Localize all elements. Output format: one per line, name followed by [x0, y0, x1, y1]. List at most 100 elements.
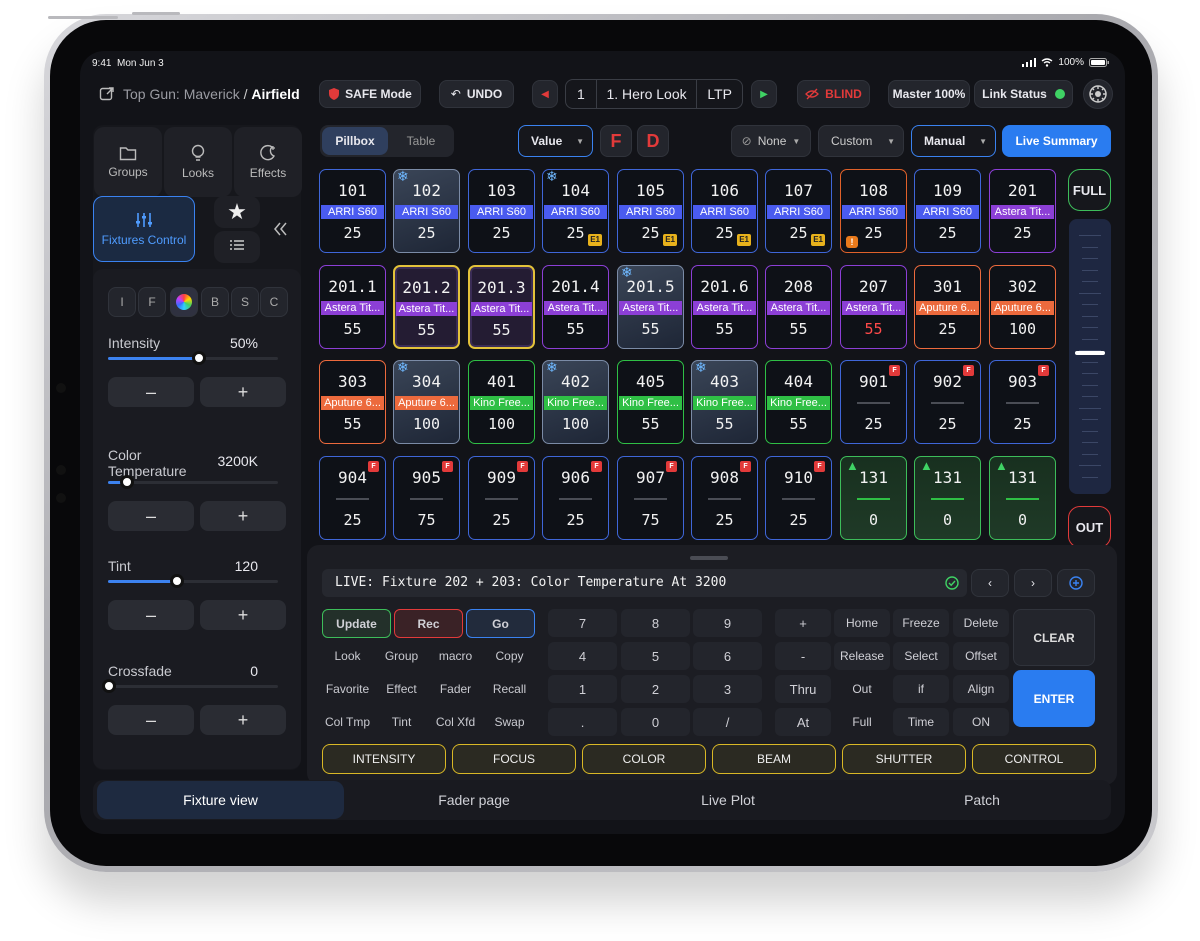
increment-button[interactable]: + [200, 377, 286, 407]
key-time[interactable]: Time [893, 708, 949, 736]
param-slider-knob[interactable] [102, 679, 116, 693]
d-filter-button[interactable]: D [637, 125, 669, 157]
param-slider-track[interactable] [108, 580, 278, 583]
fixture-tile[interactable]: 904 25 F [319, 456, 386, 540]
fixtures-control-tab[interactable]: Fixtures Control [93, 196, 195, 262]
key-at[interactable]: At [775, 708, 831, 736]
key-delete[interactable]: Delete [953, 609, 1009, 637]
fixture-tile[interactable]: 401 Kino Free... 100 [468, 360, 535, 444]
collapse-sidebar-button[interactable] [273, 221, 289, 242]
fixture-tile[interactable]: 910 25 F [765, 456, 832, 540]
favorites-tab[interactable]: ★ [214, 196, 260, 228]
fixture-tile[interactable]: 108 ARRI S60 25! [840, 169, 907, 253]
breadcrumb-project[interactable]: Top Gun: Maverick [123, 86, 240, 102]
param-tab-B[interactable]: B [201, 287, 229, 317]
numpad-key[interactable]: 8 [621, 609, 690, 637]
param-tab-F[interactable]: F [138, 287, 166, 317]
fixture-tile[interactable]: 201.1 Astera Tit... 55 [319, 265, 386, 349]
decrement-button[interactable]: – [108, 600, 194, 630]
tab-fader-page[interactable]: Fader page [348, 781, 600, 819]
fixture-tile[interactable]: 303 Aputure 6... 55 [319, 360, 386, 444]
fixture-tile[interactable]: 402 Kino Free... 100 ❄ [542, 360, 609, 444]
key-look[interactable]: Look [322, 642, 373, 670]
fixture-tile[interactable]: 302 Aputure 6... 100 [989, 265, 1056, 349]
category-control[interactable]: CONTROL [972, 744, 1096, 774]
param-tab-S[interactable]: S [231, 287, 259, 317]
master-fader[interactable] [1069, 219, 1111, 494]
fixture-tile[interactable]: 901 25 F [840, 360, 907, 444]
key-full[interactable]: Full [834, 708, 890, 736]
category-focus[interactable]: FOCUS [452, 744, 576, 774]
fixture-tile[interactable]: 207 Astera Tit... 55 [840, 265, 907, 349]
fixture-tile[interactable]: 107 ARRI S60 25 E1 [765, 169, 832, 253]
tab-patch[interactable]: Patch [856, 781, 1108, 819]
increment-button[interactable]: + [200, 600, 286, 630]
key-copy[interactable]: Copy [484, 642, 535, 670]
fixture-tile[interactable]: 101 ARRI S60 25 [319, 169, 386, 253]
table-toggle[interactable]: Table [390, 127, 452, 155]
drag-handle[interactable] [690, 556, 728, 560]
none-select[interactable]: ⊘ None ▼ [731, 125, 811, 157]
prev-cue-button[interactable]: ◀ [532, 80, 558, 108]
category-color[interactable]: COLOR [582, 744, 706, 774]
numpad-key[interactable]: 2 [621, 675, 690, 703]
key-tint[interactable]: Tint [376, 708, 427, 736]
key-col-xfd[interactable]: Col Xfd [430, 708, 481, 736]
value-select[interactable]: Value ▼ [518, 125, 593, 157]
key-effect[interactable]: Effect [376, 675, 427, 703]
fixture-tile[interactable]: 201.6 Astera Tit... 55 [691, 265, 758, 349]
fixture-tile[interactable]: 131 0 ▲ [840, 456, 907, 540]
effects-tab[interactable]: Effects [234, 127, 302, 197]
command-line[interactable]: LIVE: Fixture 202 + 203: Color Temperatu… [322, 569, 967, 597]
numpad-key[interactable]: . [548, 708, 617, 736]
increment-button[interactable]: + [200, 705, 286, 735]
custom-select[interactable]: Custom ▼ [818, 125, 904, 157]
link-status-button[interactable]: Link Status [974, 80, 1073, 108]
key-on[interactable]: ON [953, 708, 1009, 736]
command-add-button[interactable] [1057, 569, 1095, 597]
key-offset[interactable]: Offset [953, 642, 1009, 670]
fixture-tile[interactable]: 201.5 Astera Tit... 55 ❄ [617, 265, 684, 349]
tab-live-plot[interactable]: Live Plot [602, 781, 854, 819]
key-select[interactable]: Select [893, 642, 949, 670]
clear-button[interactable]: CLEAR [1013, 609, 1095, 666]
category-shutter[interactable]: SHUTTER [842, 744, 966, 774]
increment-button[interactable]: + [200, 501, 286, 531]
fixture-tile[interactable]: 201.4 Astera Tit... 55 [542, 265, 609, 349]
export-icon[interactable] [99, 86, 115, 102]
param-tab-color[interactable] [170, 287, 198, 317]
undo-button[interactable]: ↶ UNDO [439, 80, 514, 108]
key-thru[interactable]: Thru [775, 675, 831, 703]
key-recall[interactable]: Recall [484, 675, 535, 703]
looks-tab[interactable]: Looks [164, 127, 232, 197]
manual-select[interactable]: Manual ▼ [911, 125, 996, 157]
key-out[interactable]: Out [834, 675, 890, 703]
numpad-key[interactable]: 4 [548, 642, 617, 670]
key-minus[interactable]: - [775, 642, 831, 670]
decrement-button[interactable]: – [108, 705, 194, 735]
decrement-button[interactable]: – [108, 501, 194, 531]
fixture-tile[interactable]: 304 Aputure 6... 100 ❄ [393, 360, 460, 444]
numpad-key[interactable]: 0 [621, 708, 690, 736]
key-fader[interactable]: Fader [430, 675, 481, 703]
fixture-tile[interactable]: 301 Aputure 6... 25 [914, 265, 981, 349]
fixture-tile[interactable]: 102 ARRI S60 25 ❄ [393, 169, 460, 253]
command-prev-button[interactable]: ‹ [971, 569, 1009, 597]
numpad-key[interactable]: 6 [693, 642, 762, 670]
param-tab-C[interactable]: C [260, 287, 288, 317]
fixture-tile[interactable]: 902 25 F [914, 360, 981, 444]
key-home[interactable]: Home [834, 609, 890, 637]
fixture-tile[interactable]: 103 ARRI S60 25 [468, 169, 535, 253]
fixture-tile[interactable]: 131 0 ▲ [989, 456, 1056, 540]
numpad-key[interactable]: 1 [548, 675, 617, 703]
fixture-tile[interactable]: 109 ARRI S60 25 [914, 169, 981, 253]
command-next-button[interactable]: › [1014, 569, 1052, 597]
key-macro[interactable]: macro [430, 642, 481, 670]
numpad-key[interactable]: 3 [693, 675, 762, 703]
enter-button[interactable]: ENTER [1013, 670, 1095, 727]
key-col-tmp[interactable]: Col Tmp [322, 708, 373, 736]
param-slider-knob[interactable] [120, 475, 134, 489]
full-button[interactable]: FULL [1068, 169, 1111, 211]
fixture-tile[interactable]: 131 0 ▲ [914, 456, 981, 540]
param-slider-track[interactable] [108, 685, 278, 688]
